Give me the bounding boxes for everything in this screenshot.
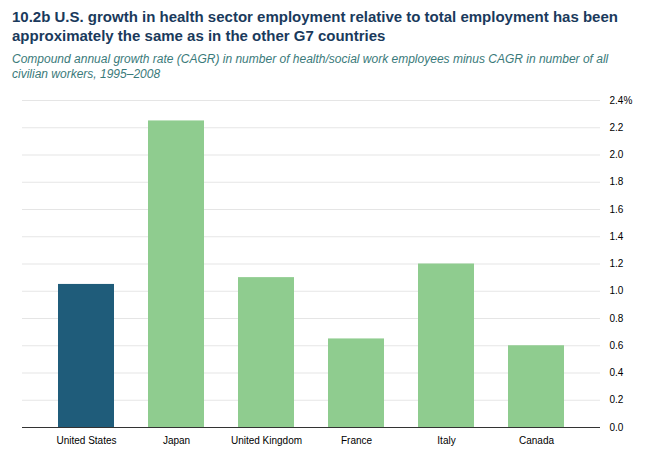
svg-text:0.0: 0.0 [610,421,624,432]
svg-text:2.4%: 2.4% [610,94,633,105]
html-text:Compound annual growth rate (C: Compound annual growth rate (CAGR) in nu… [12,51,609,81]
svg-text:0.8: 0.8 [610,312,624,323]
svg-text:0.4: 0.4 [610,367,624,378]
svg-text:2.2: 2.2 [610,121,624,132]
svg-text:1.2: 1.2 [610,258,624,269]
svg-text:United Kingdom: United Kingdom [231,434,302,445]
svg-text:1.6: 1.6 [610,203,624,214]
svg-text:Japan: Japan [163,434,190,445]
svg-text:0.6: 0.6 [610,339,624,350]
svg-text:United States: United States [56,434,116,445]
svg-text:1.4: 1.4 [610,230,624,241]
svg-text:1.8: 1.8 [610,176,624,187]
svg-text:0.2: 0.2 [610,394,624,405]
svg-text:1.0: 1.0 [610,285,624,296]
svg-text:Canada: Canada [519,434,554,445]
svg-text:France: France [341,434,373,445]
svg-text:2.0: 2.0 [610,149,624,160]
html-text:10.2b U.S. growth in health se: 10.2b U.S. growth in health sector emplo… [12,8,618,44]
svg-text:Italy: Italy [437,434,455,445]
